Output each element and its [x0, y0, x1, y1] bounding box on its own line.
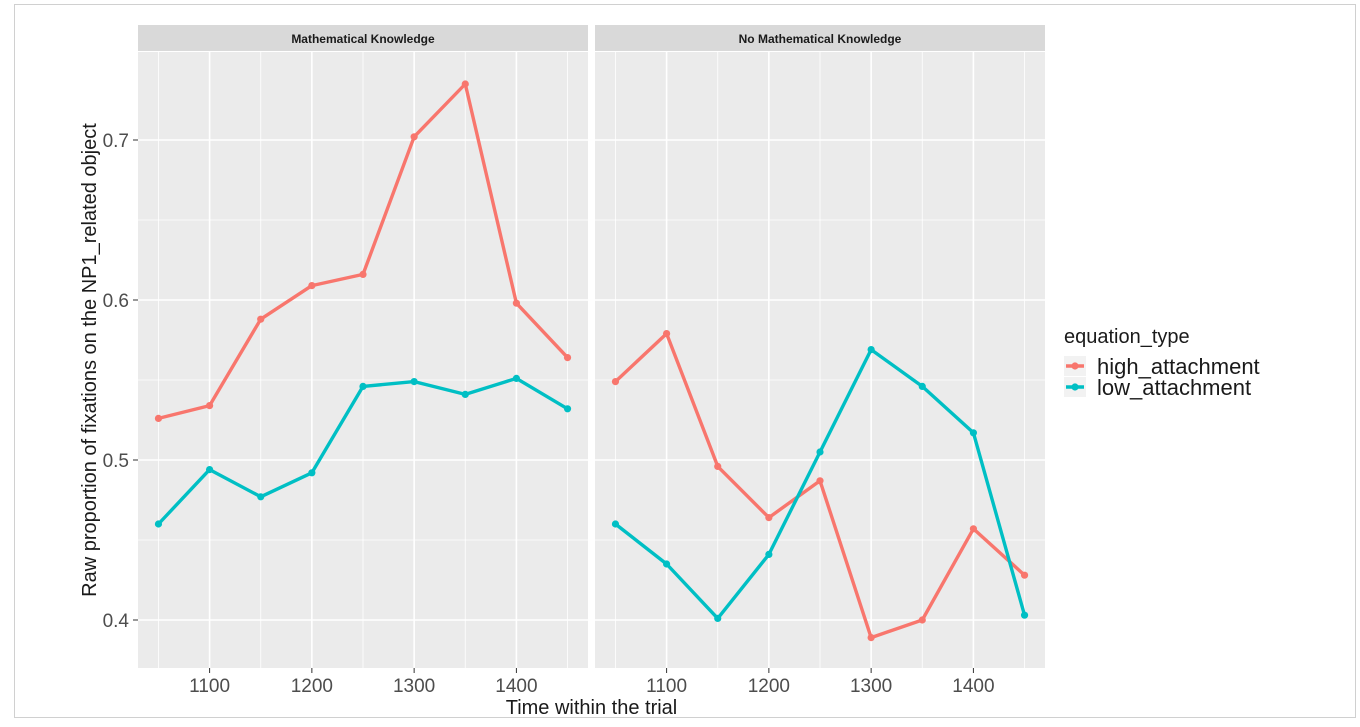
legend: equation_type high_attachmentlow_attachme…: [1064, 326, 1260, 400]
data-point-low-attachment: [714, 614, 722, 623]
data-point-high-attachment: [867, 634, 875, 642]
data-point-low-attachment: [205, 466, 214, 474]
data-point-low-attachment: [154, 520, 163, 528]
x-tick-label: 1400: [952, 676, 994, 697]
data-point-low-attachment: [662, 560, 671, 568]
y-tick-label: 0.7: [103, 131, 129, 152]
data-point-high-attachment: [461, 80, 469, 88]
x-axis-title: Time within the trial: [506, 697, 678, 719]
data-point-high-attachment: [816, 477, 824, 485]
legend-key-point-high-attachment: [1071, 362, 1079, 370]
data-point-high-attachment: [918, 616, 926, 624]
facet-strip: [595, 25, 1045, 51]
facet-strip-title: Mathematical Knowledge: [291, 32, 435, 46]
data-point-high-attachment: [611, 378, 620, 386]
facet-strip-title: No Mathematical Knowledge: [739, 32, 902, 46]
data-point-high-attachment: [359, 270, 367, 278]
data-point-high-attachment: [308, 282, 316, 290]
data-point-low-attachment: [359, 382, 367, 390]
x-tick-label: 1100: [646, 676, 687, 697]
data-point-low-attachment: [461, 390, 469, 398]
legend-entry-label: high_attachment: [1097, 354, 1260, 379]
y-tick-label: 0.4: [103, 611, 130, 632]
data-point-low-attachment: [867, 346, 875, 354]
y-axis: 0.4 0.5 0.6 0.7: [103, 131, 138, 632]
data-point-low-attachment: [257, 493, 265, 501]
data-point-high-attachment: [257, 315, 265, 323]
data-point-low-attachment: [410, 378, 418, 386]
legend-title: equation_type: [1064, 326, 1190, 348]
data-point-high-attachment: [1020, 571, 1029, 579]
data-point-low-attachment: [611, 520, 620, 528]
data-point-low-attachment: [816, 448, 824, 456]
x-tick-label: 1400: [495, 676, 537, 697]
data-point-high-attachment: [714, 462, 722, 470]
x-tick-label: 1300: [393, 676, 435, 697]
y-tick-label: 0.5: [103, 451, 129, 472]
data-point-high-attachment: [410, 133, 418, 141]
data-point-low-attachment: [563, 405, 572, 413]
data-point-high-attachment: [969, 525, 978, 533]
x-tick-label: 1100: [189, 676, 230, 697]
facet-panel-2: No Mathematical Knowledge 1100 1200 1300 140…: [595, 25, 1045, 697]
data-point-low-attachment: [512, 374, 521, 382]
legend-entry-label: low_attachment: [1097, 375, 1251, 400]
data-point-high-attachment: [765, 514, 773, 522]
y-tick-label: 0.6: [103, 291, 129, 312]
data-point-high-attachment: [563, 354, 572, 362]
facet-strip: [138, 25, 588, 51]
facet-panel-1: Mathematical Knowledge 1100 1200 1300 1400: [138, 25, 588, 697]
data-point-low-attachment: [308, 469, 316, 477]
x-tick-label: 1200: [291, 676, 333, 697]
data-point-low-attachment: [1020, 611, 1029, 619]
data-point-low-attachment: [918, 382, 926, 390]
data-point-high-attachment: [154, 414, 163, 422]
data-point-high-attachment: [205, 402, 214, 410]
legend-key-point-low-attachment: [1071, 383, 1079, 391]
x-tick-label: 1200: [748, 676, 790, 697]
data-point-high-attachment: [512, 299, 521, 307]
y-axis-title: Raw proportion of fixations on the NP1_r…: [79, 123, 101, 597]
data-point-high-attachment: [662, 330, 671, 338]
x-tick-label: 1300: [850, 676, 892, 697]
data-point-low-attachment: [969, 429, 978, 437]
data-point-low-attachment: [765, 550, 773, 559]
